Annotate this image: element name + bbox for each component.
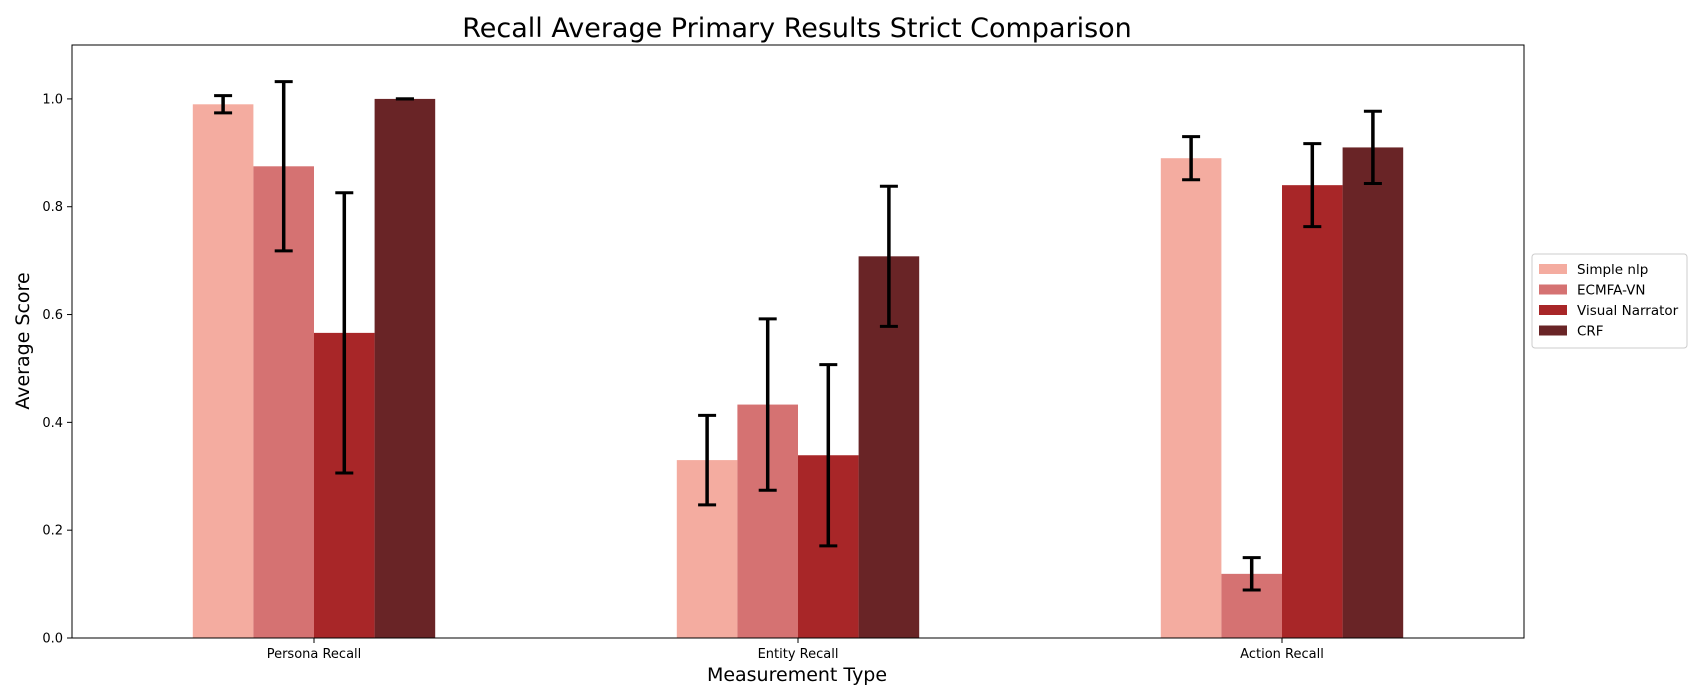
- legend-item: ECMFA-VN: [1539, 283, 1645, 299]
- error-bar: [1242, 556, 1261, 592]
- legend-label: Visual Narrator: [1577, 303, 1679, 319]
- y-tick-label: 0.4: [42, 416, 63, 431]
- bar-visual-narrator-2: [1282, 185, 1343, 638]
- error-bar: [698, 413, 717, 507]
- bar-simple-nlp-0: [192, 104, 254, 639]
- y-tick-label: 0.2: [42, 524, 63, 539]
- y-tick-label: 1.0: [42, 92, 63, 107]
- x-tick-label: Action Recall: [1240, 647, 1324, 662]
- x-tick-label: Entity Recall: [758, 647, 839, 662]
- legend-label: CRF: [1577, 324, 1604, 340]
- legend-item: Visual Narrator: [1539, 303, 1679, 319]
- bar-crf-2: [1342, 147, 1404, 638]
- error-bar: [758, 317, 777, 492]
- legend-swatch: [1539, 284, 1567, 295]
- legend-item: CRF: [1539, 324, 1604, 340]
- error-bar: [819, 363, 838, 548]
- y-axis-title: Average Score: [12, 272, 34, 409]
- bar-simple-nlp-2: [1160, 158, 1222, 638]
- y-tick-label: 0.6: [42, 308, 63, 323]
- error-bar: [214, 94, 233, 115]
- error-bar: [1182, 135, 1201, 182]
- y-axis: 0.0 0.2 0.4 0.6 0.8 1.0: [42, 92, 72, 647]
- legend-swatch: [1539, 305, 1567, 315]
- legend-frame: [1531, 253, 1688, 349]
- error-bar: [1303, 142, 1322, 229]
- error-bar: [879, 184, 898, 328]
- bar-crf-0: [374, 98, 436, 639]
- error-bar: [335, 191, 354, 475]
- error-bars-layer: [214, 80, 1382, 592]
- x-tick-label: Persona Recall: [267, 647, 362, 662]
- error-bar: [1363, 109, 1382, 186]
- legend-swatch: [1539, 264, 1567, 274]
- legend-label: ECMFA-VN: [1577, 283, 1645, 299]
- chart-title: Recall Average Primary Results Strict Co…: [462, 13, 1132, 44]
- legend: Simple nlp ECMFA-VN Visual Narrator CRF: [1531, 253, 1688, 349]
- legend-item: Simple nlp: [1539, 262, 1648, 278]
- bars-layer: [192, 98, 1404, 639]
- legend-swatch: [1539, 325, 1567, 336]
- x-axis-title: Measurement Type: [707, 664, 887, 686]
- error-bar: [274, 80, 293, 253]
- y-tick-label: 0.0: [42, 632, 63, 647]
- x-axis: Persona Recall Entity Recall Action Recall: [267, 638, 1324, 662]
- legend-label: Simple nlp: [1577, 262, 1648, 278]
- y-tick-label: 0.8: [42, 200, 63, 215]
